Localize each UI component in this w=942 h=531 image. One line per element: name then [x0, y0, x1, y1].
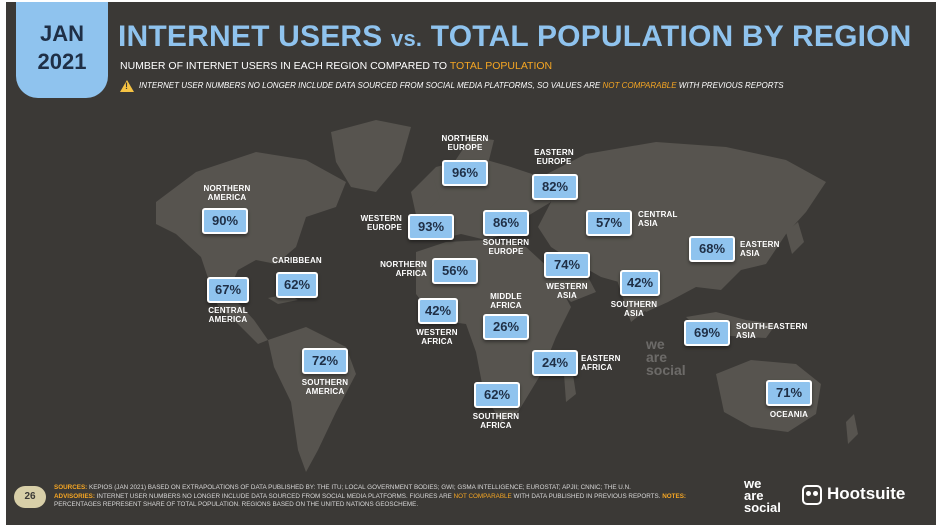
slide: JAN 2021 INTERNET USERS vs. TOTAL POPULA…: [6, 2, 936, 525]
region-value-box: 93%: [408, 214, 454, 240]
hootsuite-logo: Hootsuite: [802, 484, 905, 505]
region-label: SOUTHERN AMERICA: [301, 378, 349, 396]
warning-text2: WITH PREVIOUS REPORTS: [676, 81, 784, 91]
region-value-box: 42%: [620, 270, 660, 296]
hootsuite-name: Hootsuite: [827, 484, 906, 503]
notes-key: NOTES:: [662, 492, 687, 500]
region-value-box: 72%: [302, 348, 348, 374]
region-value-box: 86%: [483, 210, 529, 236]
page-number: 26: [14, 486, 46, 508]
logo-word: social: [744, 500, 781, 515]
region-label: CENTRAL AMERICA: [208, 306, 248, 324]
warning-text1: INTERNET USER NUMBERS NO LONGER INCLUDE …: [139, 81, 603, 91]
title-vs: vs.: [391, 26, 423, 51]
region-value-box: 96%: [442, 160, 488, 186]
region-label: CARIBBEAN: [272, 256, 322, 265]
warning-icon: [120, 80, 134, 92]
badge-month: JAN: [39, 21, 84, 46]
region-label: EASTERN ASIA: [740, 240, 780, 258]
date-badge: JAN 2021: [16, 2, 108, 98]
owl-icon: [802, 484, 822, 505]
region-label: MIDDLE AFRICA: [490, 292, 522, 310]
advisories-key: ADVISORIES:: [54, 492, 95, 500]
advisories-highlight: NOT COMPARABLE: [453, 492, 512, 500]
logo-word: are: [744, 488, 764, 503]
subtitle-text: NUMBER OF INTERNET USERS IN EACH REGION …: [120, 60, 450, 72]
region-label: SOUTHERN ASIA: [610, 300, 658, 318]
watermark-word: are: [646, 349, 668, 365]
sources-text: KEPIOS (JAN 2021) BASED ON EXTRAPOLATION…: [87, 484, 631, 491]
page-title: INTERNET USERS vs. TOTAL POPULATION BY R…: [118, 20, 912, 54]
sources-key: SOURCES:: [54, 484, 88, 491]
region-value-box: 26%: [483, 314, 529, 340]
region-label: SOUTH-EASTERN ASIA: [736, 322, 808, 340]
region-label: WESTERN ASIA: [546, 282, 588, 300]
region-value-box: 67%: [207, 277, 249, 303]
watermark-logo: we are social: [646, 336, 686, 378]
region-value-box: 69%: [684, 320, 730, 346]
title-part2: TOTAL POPULATION BY REGION: [422, 20, 912, 53]
region-label: NORTHERN EUROPE: [441, 134, 489, 152]
region-value-box: 57%: [586, 210, 632, 236]
region-label: WESTERN EUROPE: [360, 214, 402, 232]
watermark-word: social: [646, 362, 686, 378]
region-value-box: 68%: [689, 236, 735, 262]
region-label: NORTHERN AMERICA: [203, 184, 251, 202]
footer-notes: SOURCES: KEPIOS (JAN 2021) BASED ON EXTR…: [54, 484, 704, 510]
region-value-box: 74%: [544, 252, 590, 278]
region-value-box: 62%: [474, 382, 520, 408]
we-are-social-logo: we are social: [744, 476, 781, 515]
region-label: SOUTHERN EUROPE: [482, 238, 530, 256]
region-value-box: 90%: [202, 208, 248, 234]
region-label: SOUTHERN AFRICA: [472, 412, 520, 430]
subtitle: NUMBER OF INTERNET USERS IN EACH REGION …: [120, 60, 552, 72]
region-label: NORTHERN AFRICA: [380, 260, 427, 278]
region-value-box: 82%: [532, 174, 578, 200]
subtitle-highlight: TOTAL POPULATION: [449, 60, 553, 72]
logo-word: we: [744, 476, 762, 491]
region-value-box: 62%: [276, 272, 318, 298]
watermark-word: we: [646, 336, 665, 352]
badge-year: 2021: [37, 49, 87, 74]
warning-note: INTERNET USER NUMBERS NO LONGER INCLUDE …: [120, 80, 784, 92]
advisories-text2: WITH DATA PUBLISHED IN PREVIOUS REPORTS.: [511, 492, 663, 500]
region-label: EASTERN EUROPE: [534, 148, 574, 166]
region-value-box: 24%: [532, 350, 578, 376]
region-label: WESTERN AFRICA: [416, 328, 458, 346]
region-label: EASTERN AFRICA: [581, 354, 621, 372]
region-value-box: 42%: [418, 298, 458, 324]
region-value-box: 71%: [766, 380, 812, 406]
notes-text: PERCENTAGES REPRESENT SHARE OF TOTAL POP…: [54, 501, 419, 508]
region-label: OCEANIA: [769, 410, 809, 419]
region-value-box: 56%: [432, 258, 478, 284]
title-part1: INTERNET USERS: [118, 20, 392, 53]
advisories-text: INTERNET USER NUMBERS NO LONGER INCLUDE …: [94, 492, 454, 500]
region-label: CENTRAL ASIA: [638, 210, 678, 228]
warning-highlight: NOT COMPARABLE: [602, 81, 677, 91]
